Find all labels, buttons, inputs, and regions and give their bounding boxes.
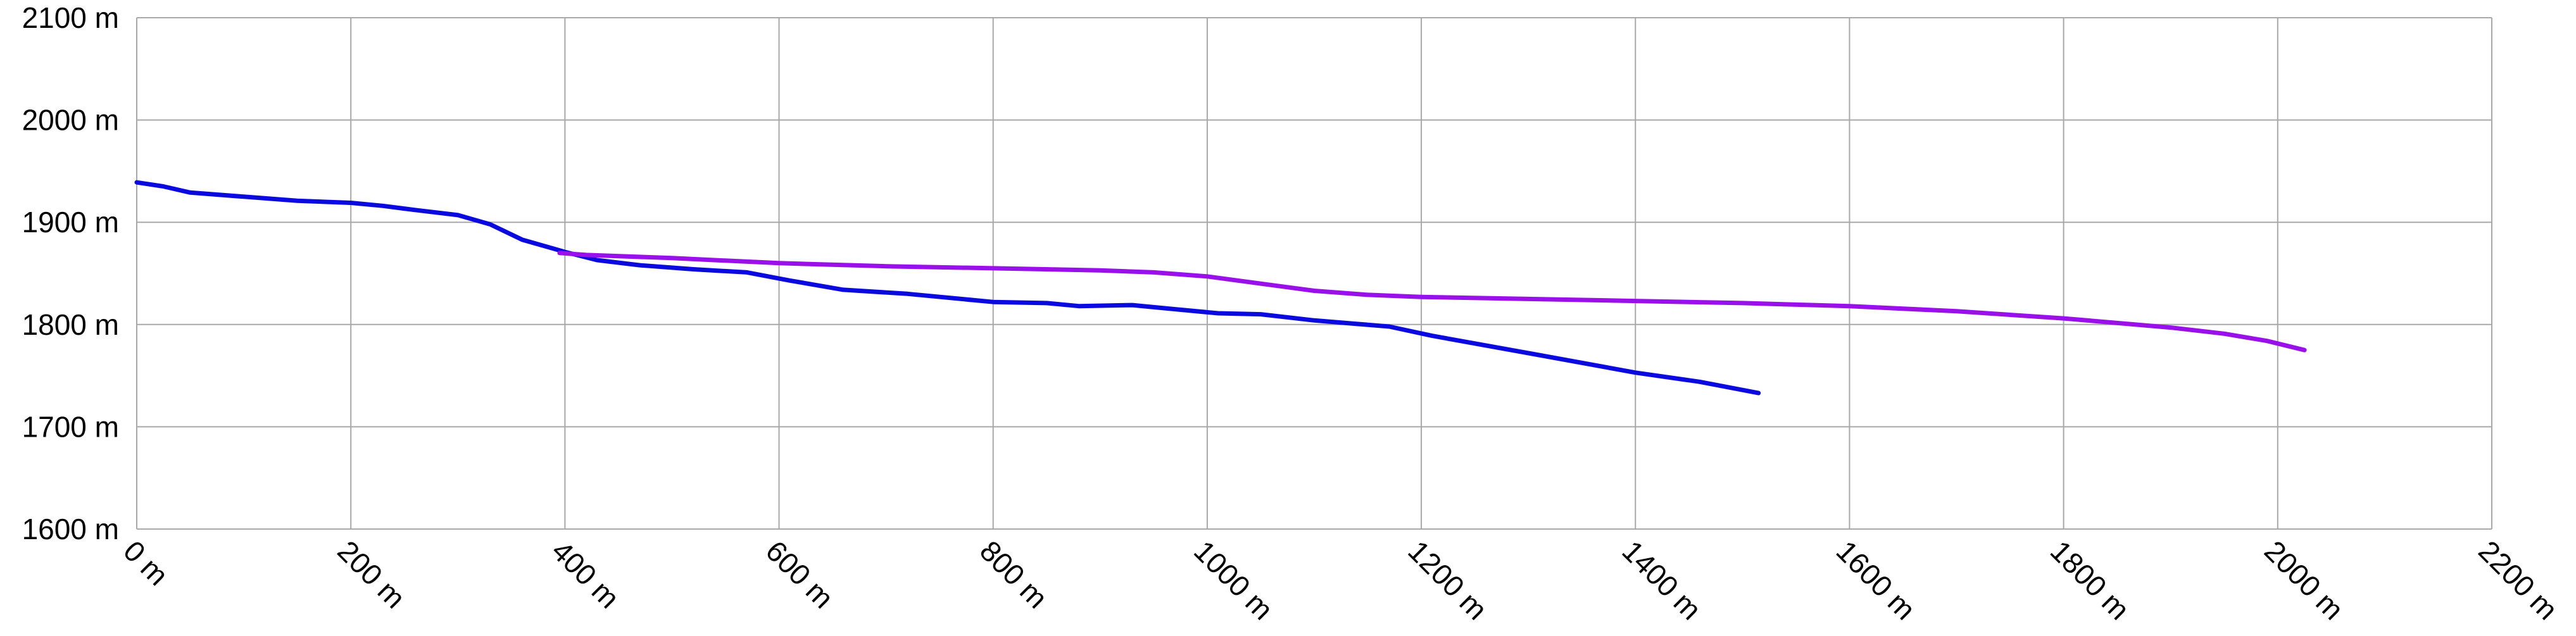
y-tick-label: 1900 m bbox=[22, 206, 119, 239]
x-tick-label: 800 m bbox=[974, 534, 1054, 614]
y-tick-label: 2100 m bbox=[22, 1, 119, 34]
x-tick-label: 0 m bbox=[117, 534, 175, 592]
x-tick-label: 2000 m bbox=[2258, 534, 2350, 626]
y-tick-label: 1800 m bbox=[22, 308, 119, 341]
x-tick-label: 2200 m bbox=[2472, 534, 2564, 626]
x-axis-tick-labels: 0 m 200 m 400 m 600 m 800 m 1000 m 1200 m 1400 … bbox=[117, 534, 2564, 626]
grid-layer bbox=[136, 17, 2492, 530]
x-tick-label: 1400 m bbox=[1616, 534, 1707, 626]
series-layer bbox=[134, 180, 2307, 396]
x-tick-label: 400 m bbox=[546, 534, 626, 614]
x-tick-label: 1200 m bbox=[1402, 534, 1493, 626]
x-tick-label: 1800 m bbox=[2044, 534, 2136, 626]
x-tick-label: 1600 m bbox=[1830, 534, 1922, 626]
y-tick-label: 2000 m bbox=[22, 104, 119, 137]
series-line-1 bbox=[557, 251, 2307, 352]
x-tick-label: 200 m bbox=[331, 534, 412, 614]
y-axis-tick-labels: 1600 m 1700 m 1800 m 1900 m 2000 m 2100 m bbox=[22, 1, 119, 546]
series-line-0 bbox=[134, 180, 1761, 396]
x-tick-label: 1000 m bbox=[1188, 534, 1279, 626]
y-tick-label: 1700 m bbox=[22, 410, 119, 443]
y-tick-label: 1600 m bbox=[22, 513, 119, 546]
plot-background bbox=[137, 18, 2492, 529]
x-tick-label: 600 m bbox=[760, 534, 840, 614]
